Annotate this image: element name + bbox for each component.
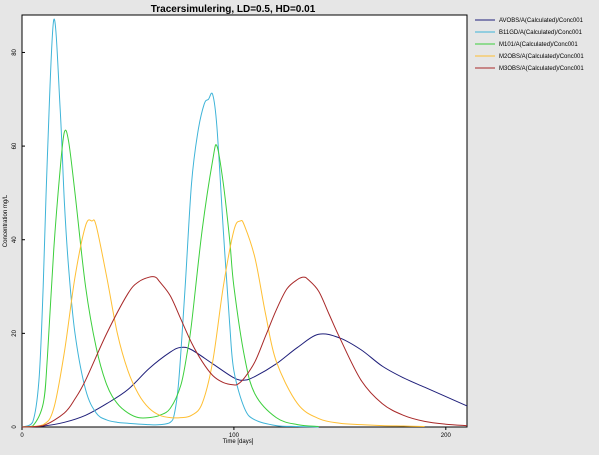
series-line-4 <box>21 219 425 428</box>
legend-entry: M3OBS/A(Calculated)/Conc001 <box>499 66 584 72</box>
plot-area <box>21 14 468 428</box>
legend-entry: M2OBS/A(Calculated)/Conc001 <box>499 54 584 60</box>
series-line-3 <box>21 129 319 428</box>
y-axis-label: Concentration mg/L <box>3 194 9 247</box>
y-tick-label: 40 <box>12 236 18 243</box>
legend: AVOBS/A(Calculated)/Conc001 B11GD/A(Calcu… <box>475 18 584 72</box>
y-tick-label: 0 <box>12 425 18 429</box>
chart-title: Tracersimulering, LD=0.5, HD=0.01 <box>151 4 316 15</box>
axis-ticks: 0 100 200 0 20 40 60 80 <box>12 48 451 439</box>
x-tick-label: 0 <box>20 433 24 439</box>
x-tick-label: 100 <box>229 433 240 439</box>
legend-entry: AVOBS/A(Calculated)/Conc001 <box>499 18 584 24</box>
y-tick-label: 20 <box>12 329 18 336</box>
legend-entry: M101/A(Calculated)/Conc001 <box>499 42 578 48</box>
x-axis-label: Time [days] <box>223 439 254 445</box>
series-lines <box>21 18 468 428</box>
series-line-2 <box>21 18 319 428</box>
series-line-1 <box>21 333 468 428</box>
y-tick-label: 80 <box>12 48 18 55</box>
series-line-5 <box>21 276 468 428</box>
y-tick-label: 60 <box>12 142 18 149</box>
legend-entry: B11GD/A(Calculated)/Conc001 <box>499 30 583 36</box>
x-tick-label: 200 <box>441 433 452 439</box>
